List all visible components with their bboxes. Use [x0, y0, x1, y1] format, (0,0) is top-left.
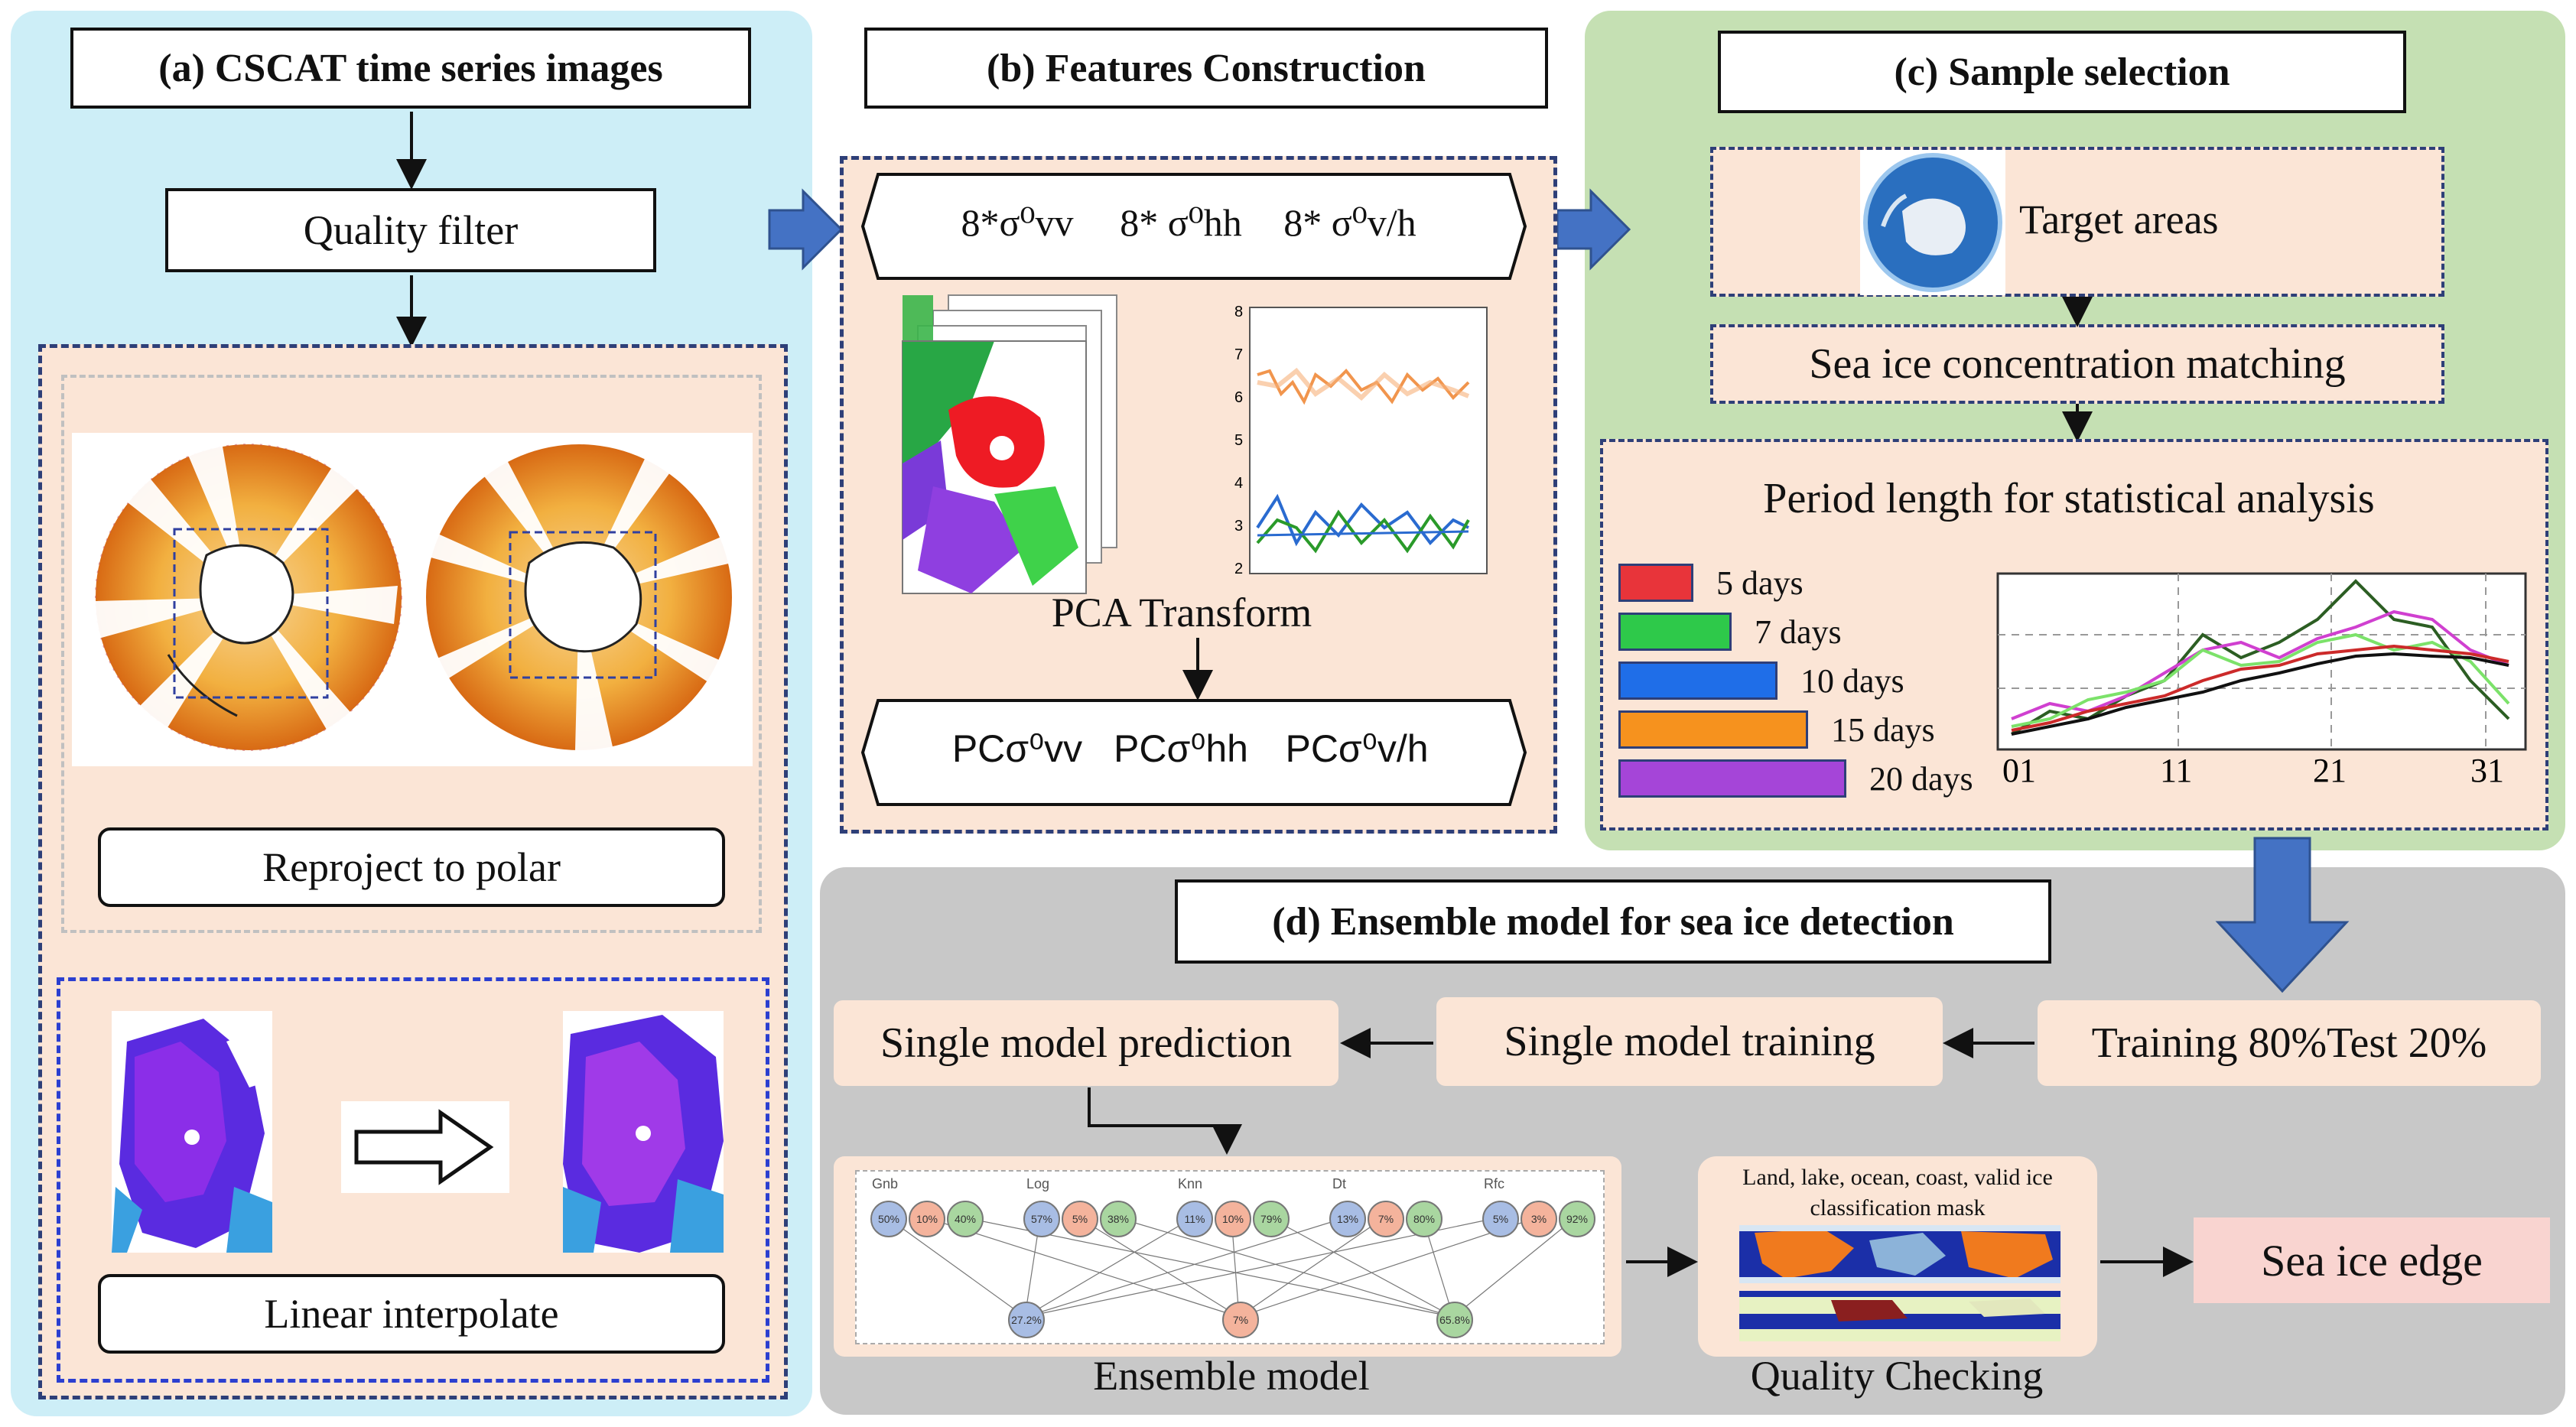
features-bottom-box-shape	[860, 699, 1527, 806]
prob-node: 5%	[1482, 1201, 1519, 1237]
period-length-title: Period length for statistical analysis	[1763, 475, 2375, 522]
target-areas-label: Target areas	[2019, 197, 2219, 242]
interpolate-arrow-icon	[341, 1101, 509, 1193]
single-model-training: Single model training	[1436, 997, 1943, 1086]
legend-swatch	[1618, 613, 1732, 651]
prob-node: 13%	[1329, 1201, 1366, 1237]
plot-ytick: 4	[1234, 475, 1243, 492]
prob-node: 7%	[1368, 1201, 1404, 1237]
legend-label: 5 days	[1716, 564, 1804, 602]
mask-map-2	[1739, 1291, 2060, 1341]
panel-a-title: (a) CSCAT time series images	[70, 28, 751, 109]
prob-node: 10%	[1215, 1201, 1251, 1237]
prob-node: 80%	[1406, 1201, 1442, 1237]
prob-node: 38%	[1100, 1201, 1137, 1237]
legend-item: 10 days	[1618, 656, 2001, 705]
reproject-box: Reproject to polar	[98, 827, 725, 907]
features-top-box-shape	[860, 173, 1527, 280]
legend-label: 15 days	[1831, 710, 1935, 749]
legend-label: 7 days	[1755, 613, 1842, 651]
interp-before-map	[112, 1011, 272, 1253]
quality-checking-label: Quality Checking	[1750, 1353, 2044, 1399]
prob-node: 3%	[1521, 1201, 1557, 1237]
model-name: Knn	[1178, 1176, 1203, 1191]
output-node: 27.2%	[1008, 1302, 1045, 1338]
quality-filter-box: Quality filter	[165, 188, 656, 272]
panel-d-title: (d) Ensemble model for sea ice detection	[1175, 879, 2051, 964]
pca-line-plot: 8 7 6 5 4 3 2	[1234, 304, 1488, 577]
feature-top-3: 8* σ⁰v/h	[1283, 201, 1416, 244]
linear-interpolate-box: Linear interpolate	[98, 1274, 725, 1354]
plot-ytick: 8	[1234, 304, 1243, 320]
sic-matching-box: Sea ice concentration matching	[1710, 324, 2444, 404]
prob-node: 79%	[1253, 1201, 1290, 1237]
legend-swatch	[1618, 759, 1846, 798]
feature-top-2: 8* σ⁰hh	[1120, 201, 1242, 244]
feature-bottom-1: PCσ⁰vv	[951, 727, 1083, 770]
single-model-prediction: Single model prediction	[834, 1000, 1338, 1086]
interp-after-map	[563, 1011, 724, 1253]
globe-icon	[1860, 150, 2005, 295]
prob-node: 11%	[1176, 1201, 1213, 1237]
output-node: 65.8%	[1436, 1302, 1473, 1338]
prob-node: 92%	[1559, 1201, 1595, 1237]
south-polar-map	[422, 444, 732, 750]
model-name: Gnb	[872, 1176, 899, 1191]
x-tick-21: 21	[2313, 752, 2347, 789]
prob-node: 10%	[909, 1201, 945, 1237]
legend-item: 5 days	[1618, 558, 2001, 607]
mask-title: Land, lake, ocean, coast, valid ice clas…	[1742, 1165, 2053, 1221]
legend-label: 20 days	[1869, 759, 1973, 798]
legend-swatch	[1618, 710, 1808, 749]
feature-top-1: 8*σ⁰vv	[961, 201, 1074, 244]
output-node: 7%	[1222, 1302, 1259, 1338]
sea-ice-edge-box: Sea ice edge	[2194, 1217, 2550, 1303]
prob-node: 40%	[947, 1201, 984, 1237]
prob-node: 50%	[870, 1201, 907, 1237]
legend-item: 15 days	[1618, 705, 2001, 754]
north-polar-map	[94, 442, 402, 751]
plot-ytick: 2	[1234, 561, 1243, 577]
x-tick-01: 01	[2002, 752, 2036, 789]
ensemble-model-label: Ensemble model	[1093, 1353, 1370, 1399]
feature-bottom-3: PCσ⁰v/h	[1285, 727, 1429, 770]
target-areas-box	[1710, 147, 2444, 297]
x-tick-11: 11	[2160, 752, 2192, 789]
pca-transform-label: PCA Transform	[1051, 590, 1312, 635]
model-name: Dt	[1332, 1176, 1346, 1191]
feature-bottom-2: PCσ⁰hh	[1114, 727, 1248, 770]
plot-ytick: 3	[1234, 518, 1243, 535]
ensemble-diagram: Gnb Log Knn Dt Rfc 50% 10% 40% 57% 5% 38…	[855, 1170, 1605, 1344]
prob-node: 5%	[1062, 1201, 1098, 1237]
period-line-chart: 01 11 21 31	[1996, 572, 2527, 789]
plot-ytick: 6	[1234, 389, 1243, 406]
legend-label: 10 days	[1800, 661, 1904, 700]
reproject-group	[61, 375, 762, 933]
prob-node: 57%	[1023, 1201, 1060, 1237]
legend-swatch	[1618, 661, 1778, 700]
legend-item: 20 days	[1618, 754, 2001, 803]
train-test-split: Training 80%Test 20%	[2038, 1000, 2541, 1086]
panel-b-title: (b) Features Construction	[864, 28, 1548, 109]
legend-swatch	[1618, 564, 1693, 602]
mask-map-1	[1739, 1225, 2060, 1283]
plot-ytick: 7	[1234, 346, 1243, 363]
model-name: Rfc	[1484, 1176, 1504, 1191]
interpolate-group	[57, 977, 769, 1383]
period-legend: 5 days 7 days 10 days 15 days 20 days	[1618, 558, 2001, 811]
x-tick-31: 31	[2470, 752, 2504, 789]
legend-item: 7 days	[1618, 607, 2001, 656]
plot-ytick: 5	[1234, 432, 1243, 449]
feature-maps-stack	[902, 294, 1117, 594]
panel-c-title: (c) Sample selection	[1718, 31, 2406, 113]
model-name: Log	[1026, 1176, 1050, 1191]
